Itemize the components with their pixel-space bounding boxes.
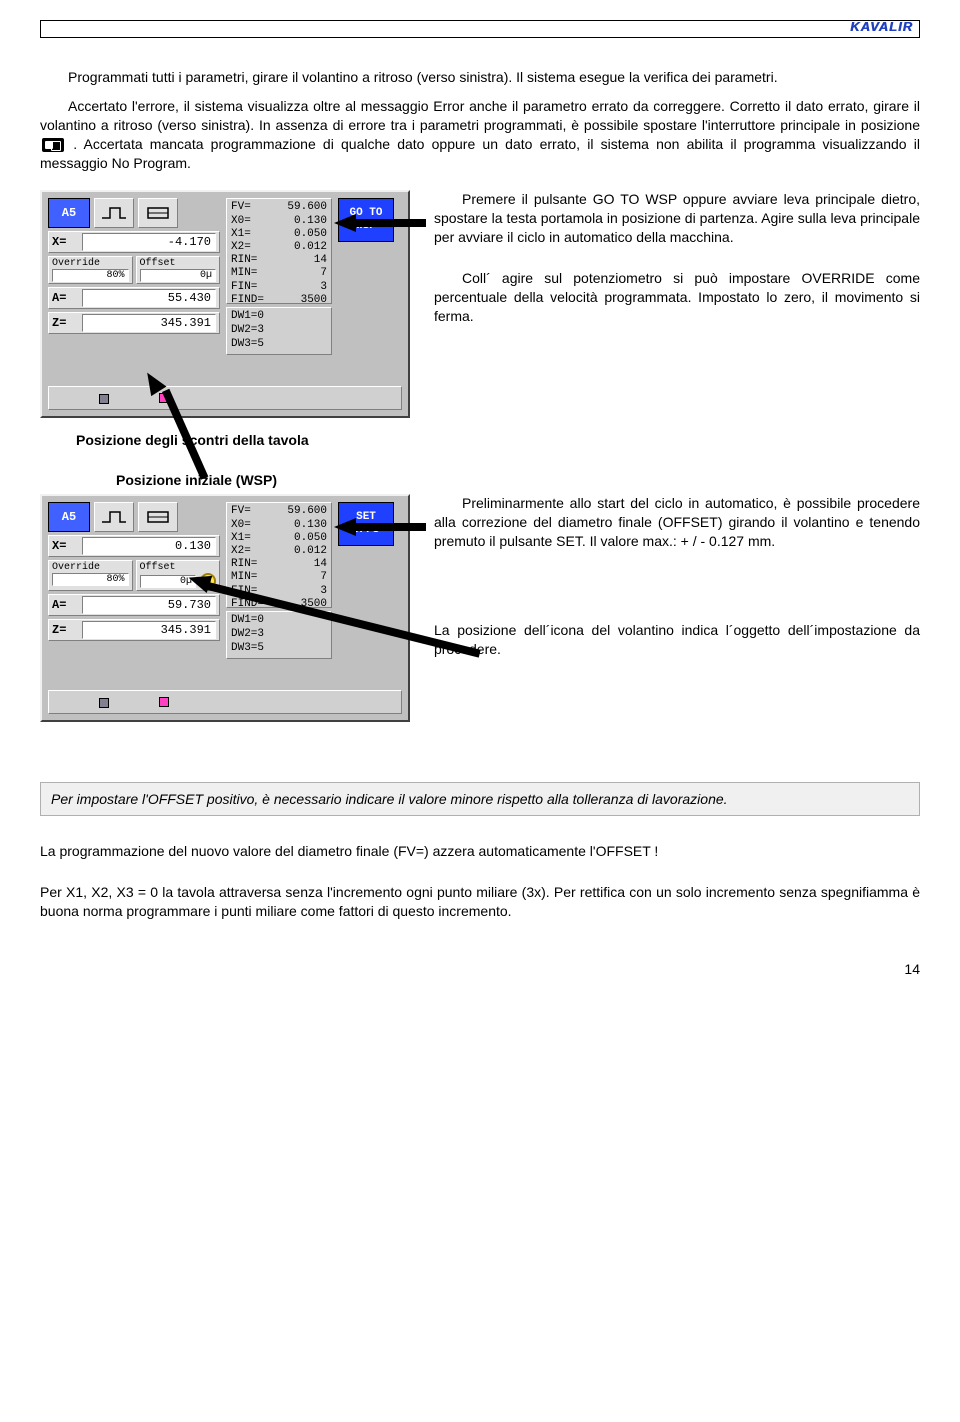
- page-number: 14: [40, 961, 920, 977]
- paragraph-2a: Accertato l'errore, il sistema visualizz…: [40, 98, 920, 133]
- paragraph-3: Premere il pulsante GO TO WSP oppure avv…: [434, 190, 920, 247]
- x-row: X= -4.170: [48, 231, 220, 253]
- x-value: 0.130: [82, 537, 216, 555]
- paragraph-4: Coll´ agire sul potenziometro si può imp…: [434, 269, 920, 326]
- param-row: X2=0.012: [231, 241, 327, 254]
- param-row: X0=0.130: [231, 519, 327, 532]
- profile-icon-1: [94, 198, 134, 228]
- dw-row: DW1=0: [231, 614, 327, 628]
- panel1-wrap: A5 X= -4.170 Override80%: [40, 190, 410, 418]
- dw-row: DW1=0: [231, 310, 327, 324]
- section-2: A5 X= 0.130 Override80%: [40, 494, 920, 722]
- paragraph-5: Preliminarmente allo start del ciclo in …: [434, 494, 920, 551]
- marker-gray: [99, 394, 109, 404]
- params-list: FV=59.600X0=0.130X1=0.050X2=0.012RIN=14M…: [226, 198, 332, 304]
- paragraph-2: Accertato l'errore, il sistema visualizz…: [40, 97, 920, 173]
- section-1-text: Premere il pulsante GO TO WSP oppure avv…: [434, 190, 920, 347]
- x-value: -4.170: [82, 233, 216, 251]
- a-row: A=55.430: [48, 287, 220, 309]
- x-row: X= 0.130: [48, 535, 220, 557]
- x-label: X=: [52, 235, 78, 249]
- center-column: FV=59.600X0=0.130X1=0.050X2=0.012RIN=14M…: [226, 198, 332, 354]
- param-row: X1=0.050: [231, 228, 327, 241]
- z-row: Z=345.391: [48, 312, 220, 334]
- switch-icon: [42, 138, 64, 152]
- param-row: RIN=14: [231, 558, 327, 571]
- paragraph-1: Programmati tutti i parametri, girare il…: [40, 68, 920, 87]
- dw-list: DW1=0DW2=3DW3=5: [226, 307, 332, 354]
- x-label: X=: [52, 539, 78, 553]
- profile-icon-2: [138, 502, 178, 532]
- bottom-bar: [48, 386, 402, 410]
- program-badge: A5: [48, 198, 90, 228]
- arrow-to-wsp-head: [334, 214, 356, 232]
- a-row: A=59.730: [48, 594, 220, 616]
- profile-icon-1: [94, 502, 134, 532]
- bottom-bar: [48, 690, 402, 714]
- paragraph-8: Per X1, X2, X3 = 0 la tavola attraversa …: [40, 883, 920, 921]
- override-box: Override80%: [48, 560, 133, 591]
- header-rule: KAVALIR: [40, 20, 920, 38]
- center-column: FV=59.600X0=0.130X1=0.050X2=0.012RIN=14M…: [226, 502, 332, 658]
- program-badge: A5: [48, 502, 90, 532]
- panel2-wrap: A5 X= 0.130 Override80%: [40, 494, 410, 722]
- marker-gray: [99, 698, 109, 708]
- param-row: MIN=7: [231, 267, 327, 280]
- offset-box: Offset 0µ: [136, 256, 221, 284]
- override-box: Override80%: [48, 256, 133, 284]
- caption-1: Posizione degli scontri della tavola: [76, 432, 920, 448]
- param-row: FIND=3500: [231, 294, 327, 307]
- param-row: FV=59.600: [231, 505, 327, 518]
- dw-row: DW2=3: [231, 324, 327, 338]
- logo: KAVALIR: [850, 19, 913, 34]
- arrow-to-setoffs-head: [334, 518, 356, 536]
- dw-list: DW1=0DW2=3DW3=5: [226, 611, 332, 658]
- dw-row: DW3=5: [231, 642, 327, 656]
- section-2-text: Preliminarmente allo start del ciclo in …: [434, 494, 920, 680]
- param-row: X0=0.130: [231, 215, 327, 228]
- profile-icon-2: [138, 198, 178, 228]
- override-offset-row: Override80% Offset 0µ: [48, 256, 220, 284]
- param-row: RIN=14: [231, 254, 327, 267]
- paragraph-7: La programmazione del nuovo valore del d…: [40, 842, 920, 861]
- caption-2: Posizione iniziale (WSP): [116, 472, 920, 488]
- paragraph-6: La posizione dell´icona del volantino in…: [434, 621, 920, 659]
- arrow-to-setoffs-shaft: [356, 523, 426, 531]
- z-row: Z=345.391: [48, 619, 220, 641]
- dw-row: DW3=5: [231, 338, 327, 352]
- param-row: X2=0.012: [231, 545, 327, 558]
- note-box: Per impostare l'OFFSET positivo, è neces…: [40, 782, 920, 816]
- param-row: MIN=7: [231, 571, 327, 584]
- param-row: FV=59.600: [231, 201, 327, 214]
- param-row: X1=0.050: [231, 532, 327, 545]
- paragraph-2b: . Accertata mancata programmazione di qu…: [40, 136, 920, 171]
- arrow-to-wsp-shaft: [356, 219, 426, 227]
- section-1: A5 X= -4.170 Override80%: [40, 190, 920, 418]
- dw-row: DW2=3: [231, 628, 327, 642]
- captions: Posizione degli scontri della tavola Pos…: [76, 432, 920, 488]
- param-row: FIN=3: [231, 281, 327, 294]
- left-stack: A5 X= -4.170 Override80%: [48, 198, 220, 354]
- marker-pink: [159, 697, 169, 707]
